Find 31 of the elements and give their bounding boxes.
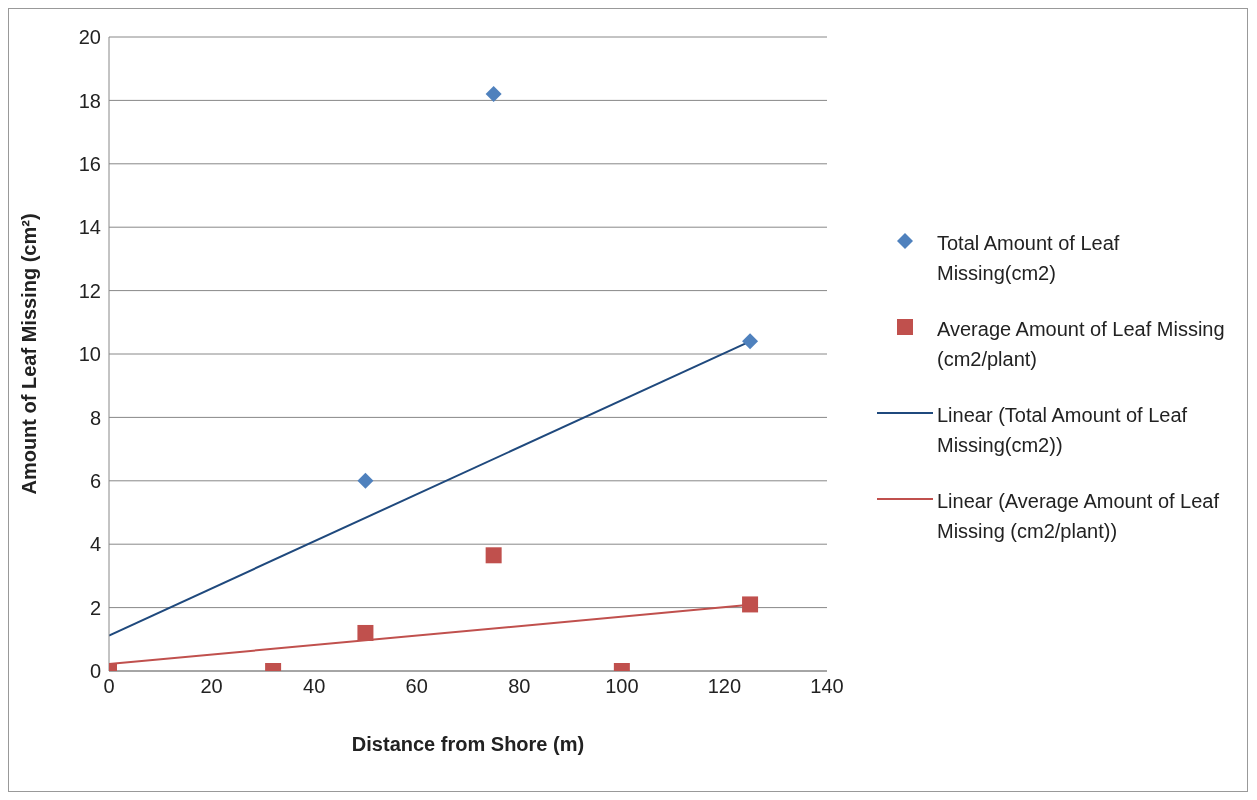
y-axis-title: Amount of Leaf Missing (cm²) — [18, 213, 41, 495]
point — [357, 624, 374, 641]
y-tick-label: 10 — [78, 343, 101, 366]
x-tick-label: 80 — [508, 675, 531, 698]
x-tick-label: 0 — [103, 675, 115, 698]
point — [357, 472, 374, 489]
y-tick-label: 6 — [89, 469, 101, 492]
y-tick-label: 12 — [78, 279, 101, 302]
y-tick-label: 4 — [89, 533, 101, 556]
x-tick-label: 40 — [303, 675, 326, 698]
legend-label: Linear (Average Amount of Leaf Missing (cm2/plant)) — [937, 489, 1221, 544]
x-tick-label: 100 — [605, 675, 639, 698]
y-tick-label: 18 — [78, 89, 101, 112]
y-tick-label: 8 — [89, 406, 101, 429]
y-tick-label: 0 — [89, 660, 101, 683]
x-tick-label: 60 — [405, 675, 428, 698]
x-axis-title: Distance from Shore (m) — [351, 733, 585, 755]
legend-label: Total Amount of Leaf Missing(cm2) — [937, 231, 1121, 286]
x-tick-label: 120 — [707, 675, 742, 698]
legend-label: Linear (Total Amount of Leaf Missing(cm2)) — [937, 403, 1189, 458]
point — [742, 333, 759, 350]
legend-label: Average Amount of Leaf Missing (cm2/plant) — [937, 317, 1226, 372]
point — [485, 86, 502, 103]
y-tick-label: 2 — [89, 596, 101, 619]
x-tick-label: 140 — [810, 675, 844, 698]
point — [485, 547, 502, 564]
y-tick-label: 20 — [78, 26, 101, 49]
x-tick-label: 20 — [200, 675, 223, 698]
y-tick-label: 16 — [78, 152, 101, 175]
point — [742, 596, 759, 613]
y-tick-label: 14 — [78, 216, 101, 239]
